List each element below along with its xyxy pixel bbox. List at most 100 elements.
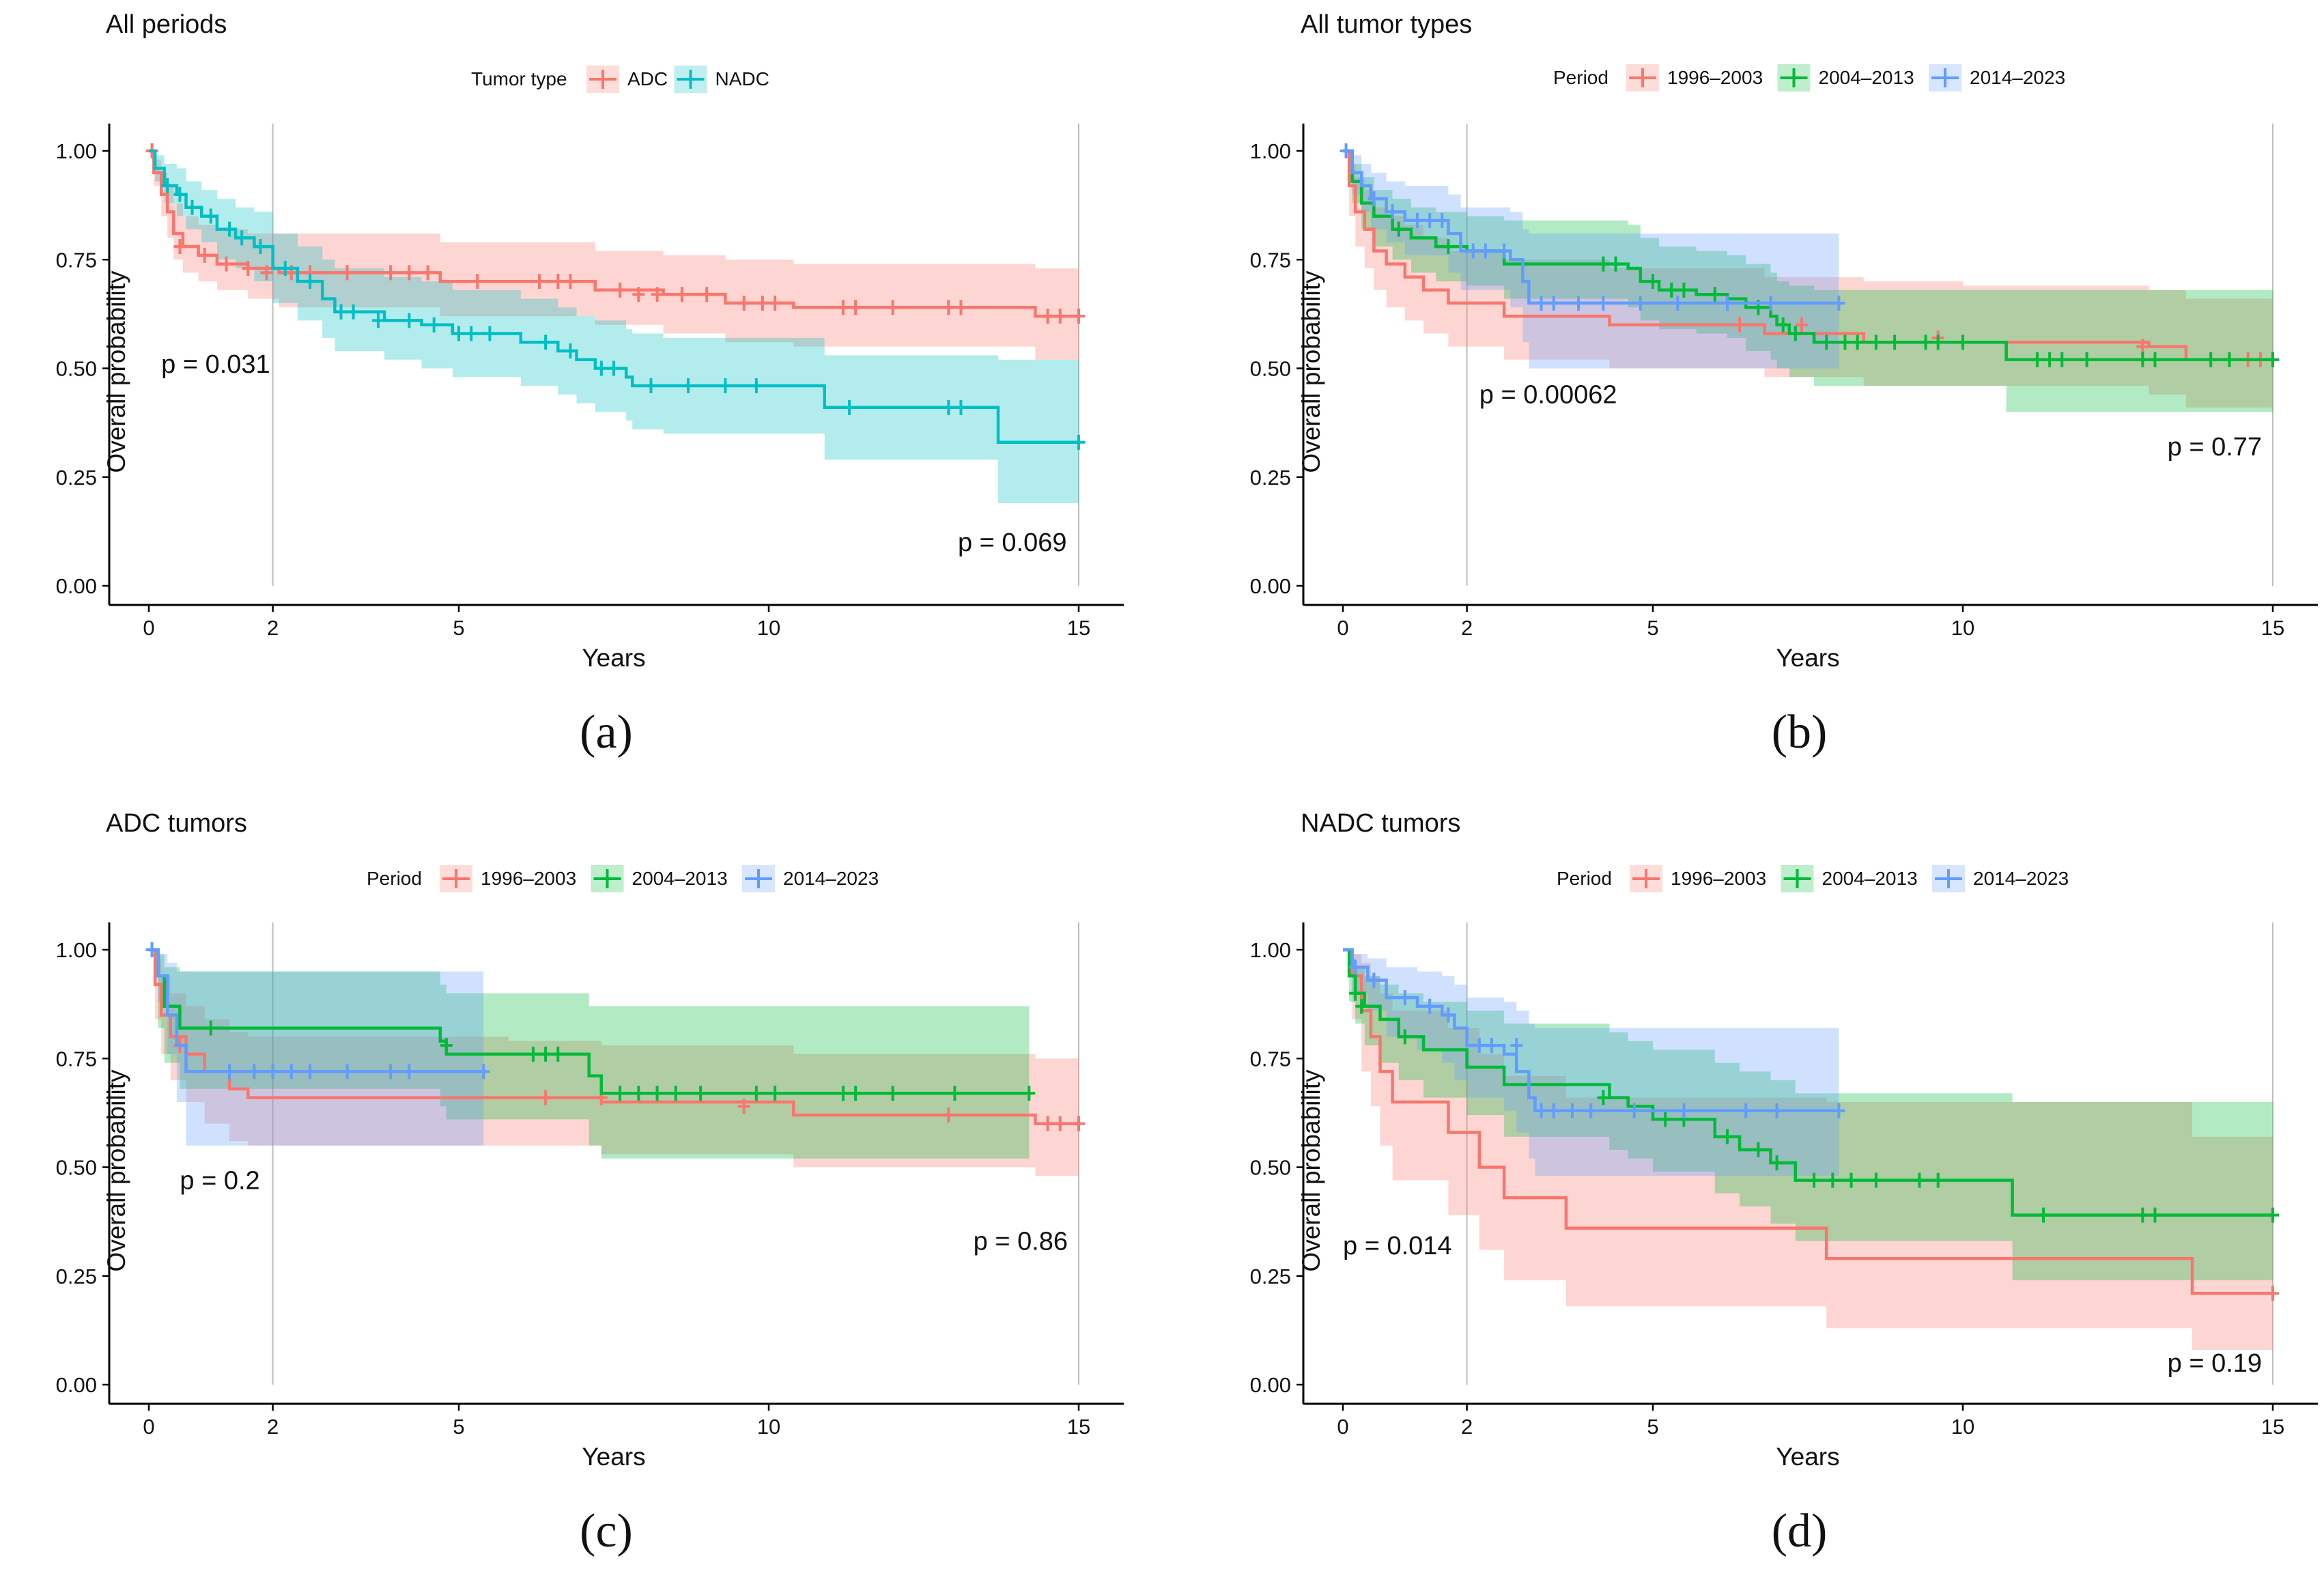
censor-mark: [1041, 309, 1054, 324]
y-tick-label: 0.50: [56, 1156, 97, 1180]
censor-mark: [552, 274, 565, 289]
censor-mark: [614, 282, 627, 298]
censor-mark: [886, 300, 899, 315]
censor-mark: [1053, 1116, 1066, 1131]
censor-mark: [1869, 1172, 1882, 1188]
legend-label: ADC: [627, 68, 668, 89]
x-tick-label: 5: [1647, 616, 1658, 640]
censor-mark: [750, 1086, 763, 1101]
censor-mark: [260, 265, 273, 281]
censor-mark: [285, 1064, 298, 1079]
legend-title: Period: [1557, 868, 1612, 889]
censor-mark: [248, 1064, 261, 1079]
censor-mark: [2136, 352, 2149, 367]
p-value-annotation: p = 0.00062: [1479, 380, 1617, 409]
censor-mark: [1832, 295, 1845, 311]
censor-mark: [836, 1086, 849, 1101]
censor-mark: [614, 1086, 627, 1101]
censor-mark: [1919, 335, 1932, 350]
censor-mark: [2267, 1286, 2279, 1301]
censor-mark: [1479, 243, 1492, 259]
censor-mark: [1770, 1103, 1783, 1118]
panel-caption: (a): [580, 706, 633, 759]
censor-mark: [2267, 352, 2279, 367]
panel-c: ADC tumors Period 1996–2003 2004–2013 2014–2…: [56, 809, 1124, 1557]
y-tick-label: 0.50: [1250, 1156, 1291, 1180]
censor-mark: [1398, 1029, 1411, 1045]
censor-mark: [1473, 1038, 1486, 1054]
censor-mark: [1485, 1038, 1498, 1054]
censor-mark: [1466, 243, 1479, 259]
censor-mark: [341, 1064, 354, 1079]
censor-mark: [1597, 295, 1610, 311]
censor-mark: [954, 399, 967, 415]
censor-mark: [1845, 1172, 1858, 1188]
censor-mark: [526, 1046, 539, 1062]
censor-mark: [942, 399, 955, 415]
censor-mark: [1839, 335, 1852, 350]
censor-mark: [2136, 1207, 2149, 1223]
censor-mark: [1023, 1086, 1036, 1101]
censor-mark: [2223, 352, 2236, 367]
censor-mark: [2136, 339, 2149, 354]
censor-mark: [440, 1038, 453, 1054]
y-axis-label: Overall probability: [102, 1069, 130, 1272]
legend-key: [1929, 64, 1961, 91]
censor-mark: [1752, 1142, 1765, 1158]
legend-title: Period: [367, 868, 422, 889]
legend-label: 2004–2013: [1819, 67, 1914, 88]
censor-mark: [1053, 309, 1066, 324]
legend-label: 1996–2003: [1667, 67, 1763, 88]
censor-mark: [1764, 295, 1777, 311]
censor-mark: [1073, 1116, 1085, 1131]
y-tick-label: 0.50: [56, 357, 97, 381]
censor-mark: [1547, 1103, 1560, 1118]
censor-mark: [1820, 335, 1833, 350]
chart-title: ADC tumors: [106, 809, 247, 838]
censor-mark: [1535, 1103, 1548, 1118]
censor-mark: [1073, 434, 1085, 450]
censor-mark: [242, 260, 255, 276]
censor-mark: [2080, 352, 2093, 367]
y-tick-label: 0.25: [56, 1265, 97, 1288]
y-tick-label: 1.00: [56, 139, 97, 163]
censor-mark: [173, 239, 186, 255]
p-value-annotation: p = 0.86: [974, 1228, 1068, 1256]
censor-mark: [1535, 295, 1548, 311]
censor-mark: [886, 1086, 899, 1101]
censor-mark: [1795, 317, 1808, 333]
y-tick-label: 1.00: [1250, 938, 1291, 962]
survival-curve: [1343, 948, 2273, 1217]
y-tick-label: 0.75: [56, 248, 97, 272]
censor-mark: [1392, 221, 1405, 237]
censor-mark: [1733, 317, 1746, 333]
censor-mark: [186, 199, 199, 215]
censor-mark: [1708, 287, 1721, 302]
legend-key: [742, 865, 775, 892]
censor-mark: [1349, 985, 1362, 1001]
y-axis-label: Overall probability: [102, 270, 130, 473]
censor-mark: [1572, 295, 1585, 311]
legend-key-band: [591, 865, 624, 892]
legend-key-band: [1932, 865, 1965, 892]
censor-mark: [1398, 990, 1411, 1006]
censor-mark: [769, 295, 782, 311]
censor-mark: [1585, 1103, 1598, 1118]
ci-band: [1343, 151, 2273, 412]
panel-b: All tumor types Period 1996–2003 2004–2013 2…: [1250, 10, 2318, 759]
p-value-annotation: p = 0.014: [1343, 1232, 1452, 1260]
legend-label: 2014–2023: [1970, 67, 2065, 88]
censor-mark: [737, 1099, 750, 1114]
x-tick-label: 0: [1337, 616, 1348, 640]
legend-title: Tumor type: [471, 68, 567, 89]
y-axis-label: Overall probability: [1297, 270, 1325, 473]
legend-key-band: [1777, 64, 1811, 91]
censor-mark: [564, 274, 577, 289]
censor-mark: [1442, 1007, 1455, 1023]
p-value-annotation: p = 0.77: [2168, 433, 2262, 462]
y-tick-label: 0.00: [1250, 1373, 1291, 1397]
ci-band: [1343, 950, 2273, 1350]
censor-mark: [304, 274, 317, 289]
censor-mark: [1597, 1090, 1610, 1105]
